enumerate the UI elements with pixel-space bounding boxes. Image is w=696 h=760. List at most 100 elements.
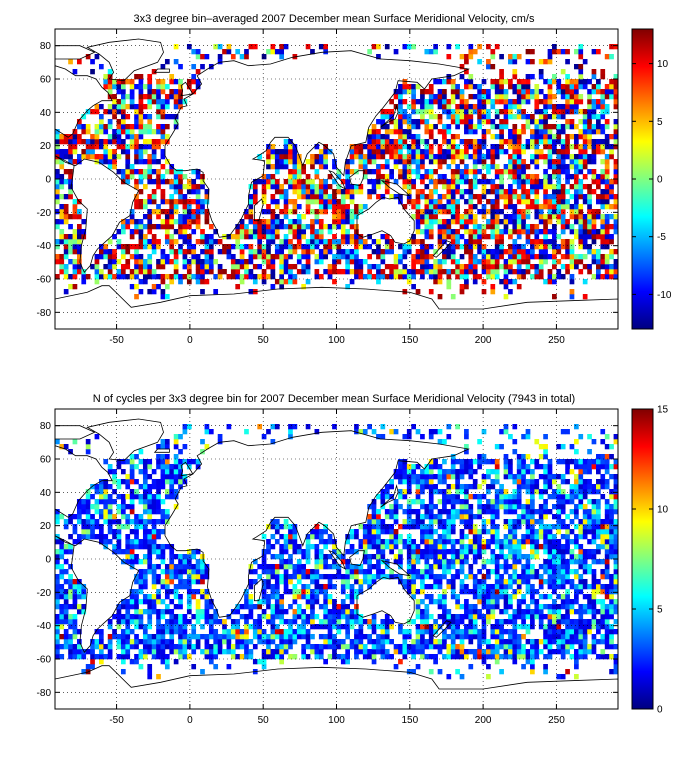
grid-cell: [556, 84, 562, 90]
grid-cell: [173, 584, 179, 590]
grid-cell: [486, 189, 491, 195]
grid-cell: [305, 594, 311, 600]
grid-cell: [578, 204, 584, 210]
grid-cell: [512, 204, 518, 210]
grid-cell: [200, 589, 205, 595]
grid-cell: [226, 644, 232, 650]
grid-cell: [380, 234, 386, 240]
grid-cell: [288, 554, 293, 560]
grid-cell: [134, 614, 139, 620]
grid-cell: [94, 484, 100, 490]
grid-cell: [156, 444, 161, 450]
grid-cell: [512, 89, 518, 95]
grid-cell: [503, 259, 509, 265]
grid-cell: [547, 159, 553, 165]
grid-cell: [415, 464, 421, 470]
grid-cell: [261, 254, 267, 260]
grid-cell: [169, 474, 175, 480]
grid-cell: [305, 549, 311, 555]
grid-cell: [244, 229, 249, 235]
grid-cell: [547, 59, 553, 65]
grid-cell: [142, 609, 148, 615]
grid-cell: [600, 69, 606, 75]
grid-cell: [376, 119, 381, 125]
grid-cell: [55, 549, 60, 555]
grid-cell: [565, 59, 570, 65]
grid-cell: [239, 229, 245, 235]
grid-cell: [354, 264, 359, 270]
grid-cell: [538, 254, 544, 260]
grid-cell: [76, 539, 82, 545]
grid-cell: [406, 504, 412, 510]
grid-cell: [169, 609, 175, 615]
grid-cell: [516, 109, 522, 115]
grid-cell: [164, 104, 170, 110]
grid-cell: [266, 204, 271, 210]
grid-cell: [398, 84, 403, 90]
grid-cell: [384, 654, 390, 660]
grid-cell: [138, 219, 144, 225]
grid-cell: [160, 644, 166, 650]
grid-cell: [208, 249, 214, 255]
grid-cell: [543, 129, 548, 135]
grid-cell: [358, 189, 364, 195]
grid-cell: [173, 629, 179, 635]
grid-cell: [547, 269, 553, 275]
grid-cell: [235, 624, 241, 630]
grid-cell: [332, 649, 337, 655]
grid-cell: [120, 469, 126, 475]
grid-cell: [270, 219, 276, 225]
grid-cell: [156, 494, 161, 500]
grid-cell: [468, 254, 474, 260]
grid-cell: [244, 599, 249, 605]
grid-cell: [464, 199, 469, 205]
grid-cell: [354, 149, 359, 155]
grid-cell: [156, 654, 161, 660]
grid-cell: [186, 604, 192, 610]
grid-cell: [516, 79, 522, 85]
grid-cell: [142, 524, 148, 530]
grid-cell: [398, 269, 403, 275]
grid-cell: [204, 199, 210, 205]
grid-cell: [314, 559, 320, 565]
grid-cell: [600, 99, 606, 105]
grid-cell: [182, 654, 188, 660]
grid-cell: [292, 274, 298, 280]
grid-cell: [208, 654, 214, 660]
grid-cell: [552, 254, 557, 260]
grid-cell: [428, 539, 434, 545]
grid-cell: [468, 199, 474, 205]
grid-cell: [556, 129, 562, 135]
grid-cell: [499, 179, 504, 185]
grid-cell: [367, 144, 372, 150]
grid-cell: [244, 639, 249, 645]
grid-cell: [138, 664, 144, 670]
grid-cell: [68, 59, 73, 65]
grid-cell: [556, 114, 562, 120]
grid-cell: [336, 244, 342, 250]
grid-cell: [244, 589, 249, 595]
grid-cell: [481, 144, 487, 150]
grid-cell: [490, 204, 496, 210]
grid-cell: [173, 44, 179, 50]
grid-cell: [406, 589, 412, 595]
grid-cell: [270, 224, 276, 230]
grid-cell: [424, 629, 430, 635]
grid-cell: [565, 154, 570, 160]
grid-cell: [59, 239, 65, 245]
grid-cell: [371, 629, 377, 635]
grid-cell: [411, 554, 416, 560]
grid-cell: [380, 269, 386, 275]
grid-cell: [55, 509, 60, 515]
grid-cell: [204, 609, 210, 615]
grid-cell: [613, 274, 619, 280]
grid-cell: [411, 199, 416, 205]
grid-cell: [565, 179, 570, 185]
grid-cell: [112, 134, 117, 140]
grid-cell: [455, 89, 460, 95]
grid-cell: [327, 244, 333, 250]
grid-cell: [332, 279, 337, 285]
grid-cell: [90, 519, 95, 525]
grid-cell: [314, 524, 320, 530]
grid-cell: [138, 654, 144, 660]
